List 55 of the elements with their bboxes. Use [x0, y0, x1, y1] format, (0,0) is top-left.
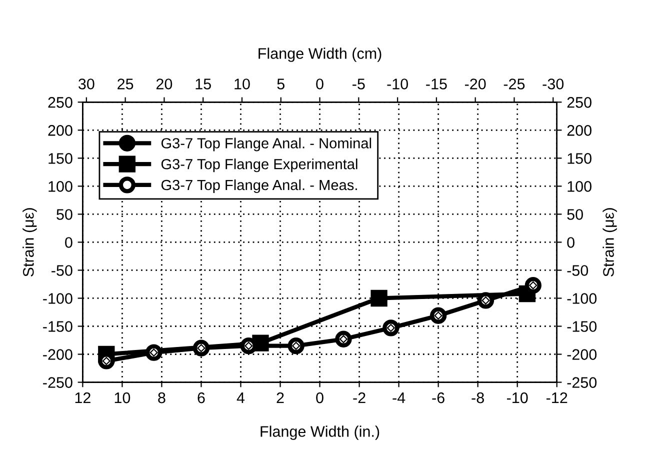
x2-tick-label: 5: [277, 78, 284, 90]
y2-tick-label: -150: [567, 321, 597, 332]
y2-axis-title: Strain (με): [602, 208, 617, 276]
y2-tick-label: 0: [567, 237, 574, 248]
y-tick-label: -250: [43, 377, 72, 388]
y-tick-label: -150: [43, 321, 72, 332]
x2-tick-label: -10: [387, 78, 408, 90]
y2-tick-label: 100: [568, 181, 592, 192]
y2-tick-label: 200: [567, 125, 592, 136]
y-axis-title: Strain (με): [22, 208, 37, 276]
x2-tick-label: -30: [542, 78, 564, 90]
y-tick-label: -200: [43, 349, 72, 360]
y-tick-label: 250: [48, 97, 72, 108]
x-tick-label: 6: [198, 392, 205, 404]
x-tick-label: -8: [472, 392, 484, 404]
y-tick-label: -50: [52, 265, 72, 276]
x-tick-label: -12: [546, 392, 568, 404]
legend-label: G3-7 Top Flange Experimental: [161, 158, 358, 172]
y2-tick-label: 250: [567, 97, 592, 108]
y2-tick-label: 50: [567, 209, 583, 220]
y-tick-label: 0: [65, 237, 72, 248]
x2-tick-label: 0: [316, 78, 324, 90]
x-tick-label: 10: [114, 392, 130, 404]
y-tick-label: 50: [56, 209, 72, 220]
y2-tick-label: 150: [568, 153, 592, 164]
x-tick-label: 0: [316, 392, 324, 404]
x-tick-label: 8: [158, 392, 166, 404]
x-tick-label: 4: [236, 392, 245, 404]
x-tick-label: 2: [276, 392, 284, 404]
x-axis-title: Flange Width (in.): [260, 426, 380, 440]
y2-tick-label: -100: [567, 293, 597, 304]
y-tick-label: 200: [48, 125, 72, 136]
x-tick-label: -2: [353, 392, 366, 404]
x2-tick-label: 15: [196, 78, 211, 90]
x2-tick-label: 20: [156, 78, 172, 90]
x2-tick-label: 30: [78, 78, 94, 90]
x2-tick-label: 10: [234, 78, 250, 90]
x-tick-label: 12: [75, 392, 90, 404]
y2-tick-label: -50: [567, 265, 588, 276]
x2-tick-label: -15: [426, 78, 447, 90]
y2-tick-label: -250: [567, 377, 597, 388]
x2-tick-label: -25: [504, 78, 525, 90]
y2-tick-label: -200: [567, 349, 597, 360]
x2-axis-title: Flange Width (cm): [258, 48, 382, 62]
y-tick-label: -100: [43, 293, 72, 304]
x-tick-label: -4: [392, 392, 406, 404]
x2-tick-label: -5: [352, 78, 365, 90]
x2-tick-label: 25: [118, 78, 134, 90]
x-tick-label: -10: [506, 392, 528, 404]
legend-label: G3-7 Top Flange Anal. - Meas.: [161, 179, 357, 194]
legend-label: G3-7 Top Flange Anal. - Nominal: [161, 138, 372, 152]
x-tick-label: -6: [432, 392, 444, 404]
y-tick-label: 100: [48, 181, 72, 192]
y-tick-label: 150: [48, 153, 72, 164]
x2-tick-label: -20: [464, 78, 486, 90]
